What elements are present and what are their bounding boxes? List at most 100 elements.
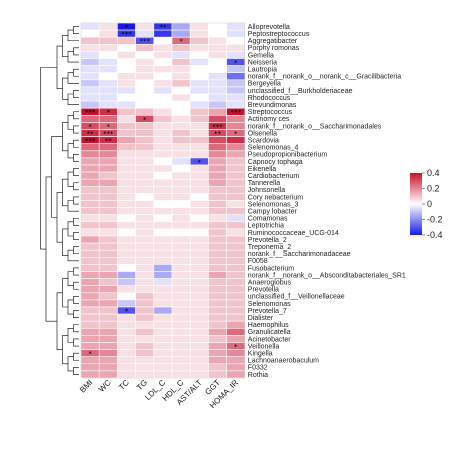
heatmap-cell [153,342,173,350]
dendrogram-branch [73,125,79,134]
heatmap-cell [208,157,227,166]
heatmap-cell [80,249,100,258]
heatmap-cell [208,43,227,52]
heatmap-cell [208,143,227,152]
heatmap-cell [117,150,136,159]
heatmap-cell [135,186,155,194]
row-label: Lautropia [248,67,277,74]
heatmap-cell [135,51,155,59]
heatmap-cell [98,256,118,265]
heatmap-cell [135,256,155,265]
heatmap-cell [226,285,246,294]
dendrogram-branch [56,192,63,243]
significance-mark: * [88,350,92,358]
heatmap-cell [117,214,136,223]
heatmap-cell [153,79,173,88]
row-label: Prevotella [248,287,279,294]
heatmap-cell [117,264,136,272]
row-label: Neisseria [248,59,277,66]
heatmap-cell [171,22,191,31]
heatmap-cell [208,327,227,336]
heatmap-cell [98,150,118,159]
heatmap-cell [80,22,100,31]
heatmap-cell [117,221,136,230]
heatmap-cell [153,72,173,81]
heatmap-cell [135,171,155,180]
heatmap-cell [135,65,155,73]
row-label: Veillonella [248,343,280,350]
heatmap-cell [226,264,246,272]
row-label: Lachnoanaerobaculum [248,358,319,365]
heatmap-cell [135,100,155,109]
heatmap-cell [189,186,209,194]
heatmap-cell [208,186,227,194]
heatmap-cell [135,370,155,379]
significance-marks: * ******** ***** * ***** * ***** *** ** **** *****… [85,24,242,359]
heatmap-cell [80,278,100,287]
heatmap-cell [135,313,155,322]
heatmap-cell [226,200,246,208]
heatmap-cell [153,349,173,358]
heatmap-cell [171,157,191,166]
row-label: Cardiobacterium [248,173,300,180]
heatmap-cell [189,221,209,230]
heatmap-cell [135,136,155,145]
heatmap-cell [98,221,118,230]
heatmap-cell [80,150,100,159]
heatmap-cell [189,299,209,308]
legend-color-bar [410,173,422,235]
heatmap-cell [98,186,118,194]
significance-mark: *** [121,31,132,39]
legend-tick-label: 0.2 [427,184,440,194]
heatmap-cell [80,327,100,336]
dendrogram-branch [73,90,79,98]
heatmap-cell [117,43,136,52]
row-label: Leptotrichia [248,223,284,230]
heatmap-cell [153,129,173,137]
heatmap-cell [135,178,155,187]
heatmap-cell [189,22,209,31]
heatmap-cell [226,249,246,258]
heatmap-cell [171,115,191,123]
row-label: Cory nebacterium [248,194,303,201]
legend-tick-label: -0.2 [427,215,443,225]
heatmap-cell [98,228,118,237]
row-label: Gemella [248,52,274,59]
heatmap-cell [98,36,118,45]
heatmap-cell [98,65,118,73]
heatmap-cell [189,249,209,258]
heatmap-cell [208,65,227,73]
heatmap-cell [117,235,136,244]
heatmap-cell [153,327,173,336]
heatmap-cell [171,122,191,130]
heatmap-cell [171,264,191,272]
dendrogram-branch [67,171,74,187]
significance-mark: * [143,116,147,124]
heatmap-cell [117,292,136,301]
heatmap-cell [208,214,227,223]
heatmap-cell [208,264,227,272]
heatmap-cell [226,278,246,287]
heatmap-cell [98,178,118,187]
row-label: Peptostreptococcus [248,31,310,38]
heatmap-cell [208,72,227,81]
heatmap-cell [189,264,209,272]
heatmap-cell [98,214,118,223]
heatmap-cell [171,51,191,59]
dendrogram-branch [67,143,74,159]
dendrogram-branch [73,182,79,191]
heatmap-cell [135,264,155,272]
heatmap-cell [80,100,100,109]
row-label: Prevotella_2 [248,237,287,244]
heatmap-cell [135,164,155,173]
heatmap-cell [80,58,100,66]
heatmap-cell [135,285,155,294]
heatmap-cell [189,342,209,350]
heatmap-cell [98,200,118,208]
heatmap-cell [80,157,100,166]
heatmap-cell [189,143,209,152]
heatmap-cell [98,193,118,201]
row-label: F0332 [248,365,268,372]
heatmap-cell [135,349,155,358]
heatmap-cell [171,278,191,287]
